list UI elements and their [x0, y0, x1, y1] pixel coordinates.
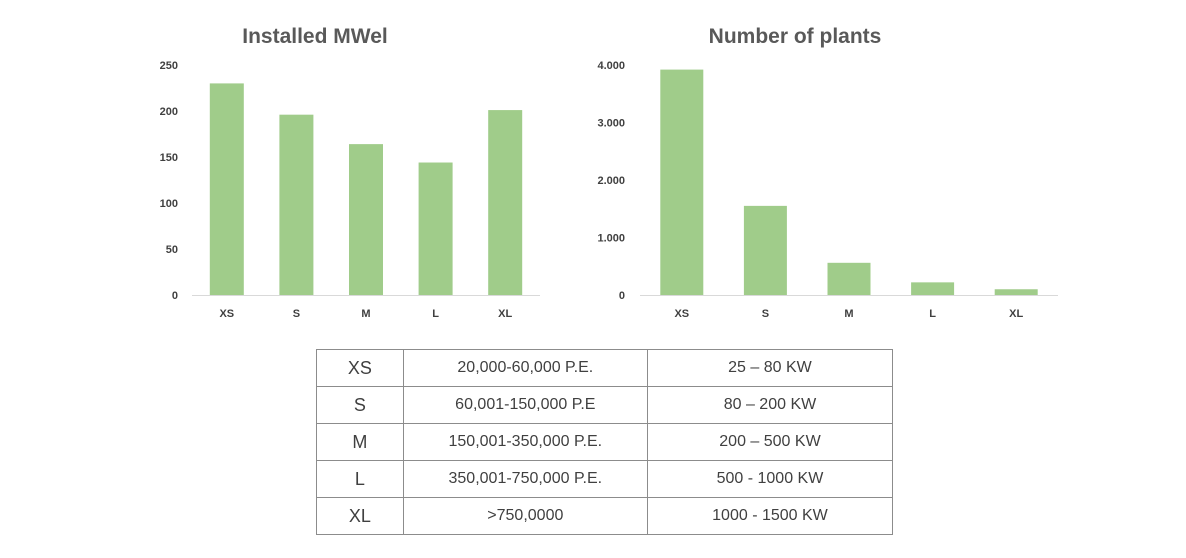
number-of-plants-bar-chart: 0 1.000 2.000 3.000 4.000 XS S M L XL: [597, 60, 1058, 320]
x-tick-label: M: [361, 308, 370, 320]
y-tick-label: 50: [166, 244, 178, 256]
y-tick-label: 0: [619, 290, 625, 302]
y-tick-label: 2.000: [597, 175, 625, 187]
y-tick-label: 200: [160, 106, 178, 118]
bar-xl: [488, 110, 523, 295]
y-tick-label: 4.000: [597, 60, 625, 72]
table-row: M 150,001-350,000 P.E. 200 – 500 KW: [316, 423, 894, 461]
population-equivalent-cell: 150,001-350,000 P.E.: [402, 423, 648, 461]
bar-s: [743, 205, 787, 295]
x-tick-label: M: [844, 308, 853, 320]
population-equivalent-cell: 60,001-150,000 P.E: [402, 386, 648, 424]
population-equivalent-cell: >750,0000: [402, 497, 648, 535]
x-tick-label: XL: [498, 308, 512, 320]
bar-m: [827, 262, 871, 295]
bar-l: [418, 162, 453, 295]
x-tick-label: S: [293, 308, 300, 320]
bar-xs: [209, 83, 244, 296]
y-tick-label: 3.000: [597, 118, 625, 130]
x-tick-label: XS: [219, 308, 234, 320]
bar-xs: [660, 69, 704, 295]
x-tick-label: XS: [674, 308, 689, 320]
x-tick-label: L: [432, 308, 439, 320]
size-class-cell: XL: [316, 497, 404, 535]
bar-s: [279, 114, 314, 296]
installed-mwel-bar-chart: 0 50 100 150 200 250 XS S M L XL: [160, 60, 540, 320]
size-class-cell: L: [316, 460, 404, 498]
y-tick-label: 250: [160, 60, 178, 72]
table-row: L 350,001-750,000 P.E. 500 - 1000 KW: [316, 460, 894, 498]
x-tick-label: L: [929, 308, 936, 320]
size-class-table: XS 20,000-60,000 P.E. 25 – 80 KW S 60,001-15…: [316, 349, 894, 535]
x-tick-label: S: [762, 308, 769, 320]
x-tick-label: XL: [1009, 308, 1023, 320]
y-tick-label: 1.000: [597, 233, 625, 245]
power-range-cell: 80 – 200 KW: [646, 386, 894, 424]
power-range-cell: 500 - 1000 KW: [646, 460, 894, 498]
y-tick-label: 100: [160, 198, 178, 210]
table-row: XS 20,000-60,000 P.E. 25 – 80 KW: [316, 349, 894, 387]
bar-l: [911, 282, 955, 295]
chart-title-installed-mwel: Installed MWel: [242, 25, 388, 48]
y-tick-label: 150: [160, 152, 178, 164]
size-class-cell: XS: [316, 349, 404, 387]
power-range-cell: 200 – 500 KW: [646, 423, 894, 461]
population-equivalent-cell: 350,001-750,000 P.E.: [402, 460, 648, 498]
size-class-cell: S: [316, 386, 404, 424]
population-equivalent-cell: 20,000-60,000 P.E.: [402, 349, 648, 387]
power-range-cell: 1000 - 1500 KW: [646, 497, 894, 535]
chart-title-number-of-plants: Number of plants: [708, 25, 882, 48]
bar-m: [349, 144, 383, 295]
size-class-cell: M: [316, 423, 404, 461]
table-row: S 60,001-150,000 P.E 80 – 200 KW: [316, 386, 894, 424]
power-range-cell: 25 – 80 KW: [646, 349, 894, 387]
y-tick-label: 0: [172, 290, 178, 302]
table-row: XL >750,0000 1000 - 1500 KW: [316, 497, 894, 535]
bar-xl: [994, 289, 1038, 295]
